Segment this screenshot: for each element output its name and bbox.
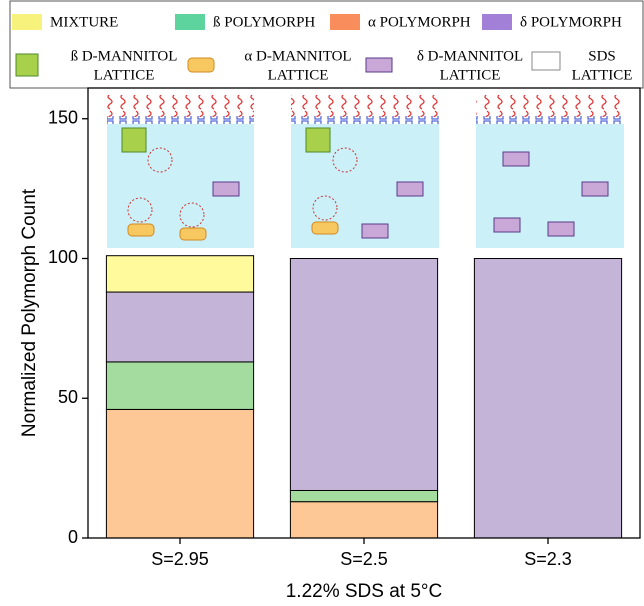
lattice-legend-label: LATTICE [440,67,501,83]
lattice-legend-label: LATTICE [268,67,329,83]
lattice-legend-label: LATTICE [94,67,155,83]
legend-label: ß POLYMORPH [213,14,315,30]
legend-swatch [12,14,42,30]
x-tick-label: S=2.5 [340,549,388,569]
chart: Normalized Polymorph Count 1.22% SDS at … [0,0,644,606]
legend-label: δ POLYMORPH [520,14,622,30]
lattice-legend-label: LATTICE [572,67,633,83]
bar-segment [474,258,621,538]
bar-segment [290,490,437,501]
legend-swatch [175,14,205,30]
delta-lattice-icon [366,58,392,72]
lattice-legend-label: δ D-MANNITOL [417,48,523,64]
x-axis-title: 1.22% SDS at 5°C [286,581,443,602]
lattice-legend-label: ß D-MANNITOL [71,48,178,64]
legend-swatch [330,14,360,30]
y-tick-label: 150 [48,107,78,127]
beta-lattice-icon [16,54,38,76]
bar-segment [290,502,437,538]
legend-label: MIXTURE [50,14,118,30]
alpha-lattice-icon [188,58,214,72]
illustrations [107,95,624,248]
y-tick-label: 0 [68,527,78,547]
illustration [291,95,439,248]
illustration [107,95,254,248]
x-tick-label: S=2.3 [524,549,572,569]
y-tick-label: 50 [58,387,78,407]
lattice-legend-label: SDS [588,48,616,64]
bar-segment [106,362,253,410]
y-tick-label: 100 [48,247,78,267]
bar-segment [106,292,253,362]
x-tick-label: S=2.95 [151,549,209,569]
legend-label: α POLYMORPH [368,14,471,30]
lattice-legend-label: α D-MANNITOL [244,48,351,64]
y-axis-title: Normalized Polymorph Count [19,188,40,437]
bar-segment [290,258,437,490]
illustration [476,95,624,248]
sds-lattice-icon [532,52,560,70]
bar-segment [106,256,253,292]
legend-swatch [482,14,512,30]
bar-segment [106,409,253,538]
